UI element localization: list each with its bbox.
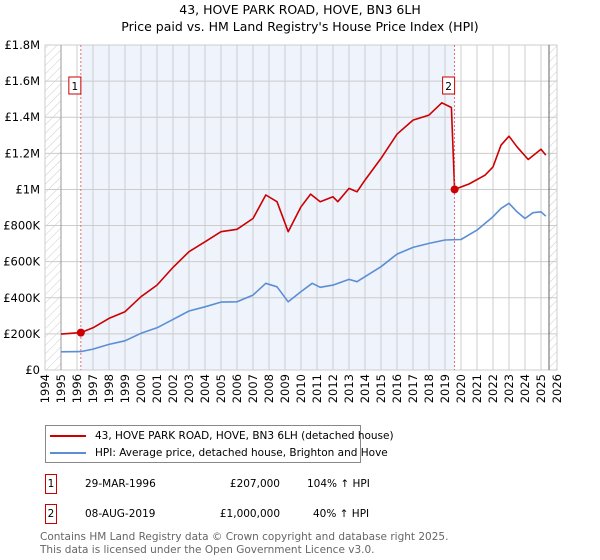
x-tick-label: 2000 bbox=[134, 374, 148, 403]
x-tick-label: 2020 bbox=[454, 374, 468, 403]
x-tick-label: 2026 bbox=[550, 374, 564, 403]
x-tick-label: 1995 bbox=[54, 374, 68, 403]
footer-licence: This data is licensed under the Open Gov… bbox=[40, 544, 375, 556]
x-tick-label: 2010 bbox=[294, 374, 308, 403]
y-tick-label: £1.4M bbox=[4, 110, 40, 124]
x-tick-label: 2009 bbox=[278, 374, 292, 403]
sale-price: £207,000 bbox=[229, 478, 280, 490]
sale-label: 2 bbox=[445, 81, 452, 93]
legend-item-hpi: HPI: Average price, detached house, Brig… bbox=[50, 447, 388, 459]
legend-item-property: 43, HOVE PARK ROAD, HOVE, BN3 6LH (detac… bbox=[50, 430, 394, 442]
x-tick-label: 2021 bbox=[470, 374, 484, 403]
x-tick-label: 2001 bbox=[150, 374, 164, 403]
x-tick-label: 2016 bbox=[390, 374, 404, 403]
sale-row-1: 1 29-MAR-1996 £207,000 104% ↑ HPI bbox=[45, 474, 370, 494]
x-tick-label: 2005 bbox=[214, 374, 228, 403]
sale-date: 08-AUG-2019 bbox=[85, 508, 156, 520]
x-tick-label: 2022 bbox=[486, 374, 500, 403]
x-tick-label: 2025 bbox=[534, 374, 548, 403]
x-tick-label: 2013 bbox=[342, 374, 356, 403]
y-tick-label: £800K bbox=[3, 219, 40, 233]
y-tick-label: £400K bbox=[3, 291, 40, 305]
x-tick-label: 2018 bbox=[422, 374, 436, 403]
x-tick-label: 1999 bbox=[118, 374, 132, 403]
legend-swatch-property bbox=[50, 435, 86, 437]
sale-hpi: 104% ↑ HPI bbox=[307, 478, 370, 490]
footer-copyright: Contains HM Land Registry data © Crown c… bbox=[40, 531, 449, 543]
sale-label: 1 bbox=[71, 81, 78, 93]
no-data-hatch-left bbox=[45, 45, 61, 370]
x-tick-label: 2012 bbox=[326, 374, 340, 403]
y-tick-label: £1M bbox=[15, 182, 40, 196]
y-tick-label: £1.8M bbox=[4, 38, 40, 52]
legend-label-hpi: HPI: Average price, detached house, Brig… bbox=[95, 447, 388, 459]
y-tick-label: £1.2M bbox=[4, 146, 40, 160]
plot-border bbox=[44, 44, 558, 371]
sale-date: 29-MAR-1996 bbox=[85, 478, 156, 490]
x-tick-label: 2004 bbox=[198, 374, 212, 403]
x-tick-label: 2008 bbox=[262, 374, 276, 403]
legend-label-property: 43, HOVE PARK ROAD, HOVE, BN3 6LH (detac… bbox=[95, 430, 394, 442]
sale-point bbox=[76, 328, 85, 337]
x-tick-label: 2006 bbox=[230, 374, 244, 403]
property-price-line bbox=[60, 102, 547, 335]
ownership-shade bbox=[80, 45, 455, 370]
x-tick-label: 2017 bbox=[406, 374, 420, 403]
y-tick-label: £0 bbox=[25, 363, 40, 377]
x-tick-label: 2019 bbox=[438, 374, 452, 403]
x-tick-label: 1997 bbox=[86, 374, 100, 403]
x-tick-label: 2015 bbox=[374, 374, 388, 403]
sale-badge: 2 bbox=[45, 504, 57, 524]
legend-swatch-hpi bbox=[50, 452, 86, 454]
sale-price: £1,000,000 bbox=[219, 508, 280, 520]
x-tick-label: 2003 bbox=[182, 374, 196, 403]
sale-point bbox=[450, 185, 459, 194]
x-tick-label: 2002 bbox=[166, 374, 180, 403]
sale-badge: 1 bbox=[45, 474, 57, 494]
x-tick-label: 2023 bbox=[502, 374, 516, 403]
sale-label-box bbox=[442, 76, 456, 95]
x-tick-label: 2011 bbox=[310, 374, 324, 403]
x-tick-label: 1996 bbox=[70, 374, 84, 403]
sale-row-2: 2 08-AUG-2019 £1,000,000 40% ↑ HPI bbox=[45, 504, 369, 524]
chart-title: 43, HOVE PARK ROAD, HOVE, BN3 6LH bbox=[179, 2, 421, 17]
x-tick-label: 1994 bbox=[38, 374, 52, 403]
sale-hpi: 40% ↑ HPI bbox=[313, 508, 370, 520]
x-tick-label: 2024 bbox=[518, 374, 532, 403]
sale-label-box bbox=[68, 76, 82, 95]
y-tick-label: £1.6M bbox=[4, 74, 40, 88]
x-tick-label: 2007 bbox=[246, 374, 260, 403]
chart-subtitle: Price paid vs. HM Land Registry's House … bbox=[121, 19, 479, 34]
y-tick-label: £600K bbox=[3, 255, 40, 269]
no-data-hatch-right bbox=[549, 45, 557, 370]
legend: 43, HOVE PARK ROAD, HOVE, BN3 6LH (detac… bbox=[45, 425, 394, 463]
hpi-line bbox=[60, 202, 547, 353]
x-tick-label: 2014 bbox=[358, 374, 372, 403]
x-tick-label: 1998 bbox=[102, 374, 116, 403]
y-tick-label: £200K bbox=[3, 327, 40, 341]
